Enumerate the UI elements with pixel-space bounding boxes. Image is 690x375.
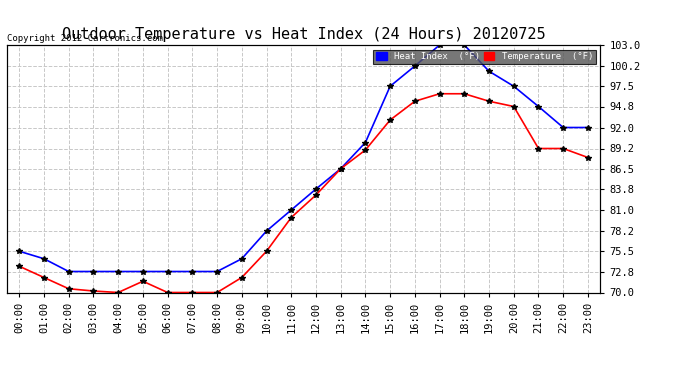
Text: Copyright 2012 Cartronics.com: Copyright 2012 Cartronics.com	[7, 34, 163, 43]
Title: Outdoor Temperature vs Heat Index (24 Hours) 20120725: Outdoor Temperature vs Heat Index (24 Ho…	[62, 27, 545, 42]
Legend: Heat Index  (°F), Temperature  (°F): Heat Index (°F), Temperature (°F)	[373, 50, 595, 64]
